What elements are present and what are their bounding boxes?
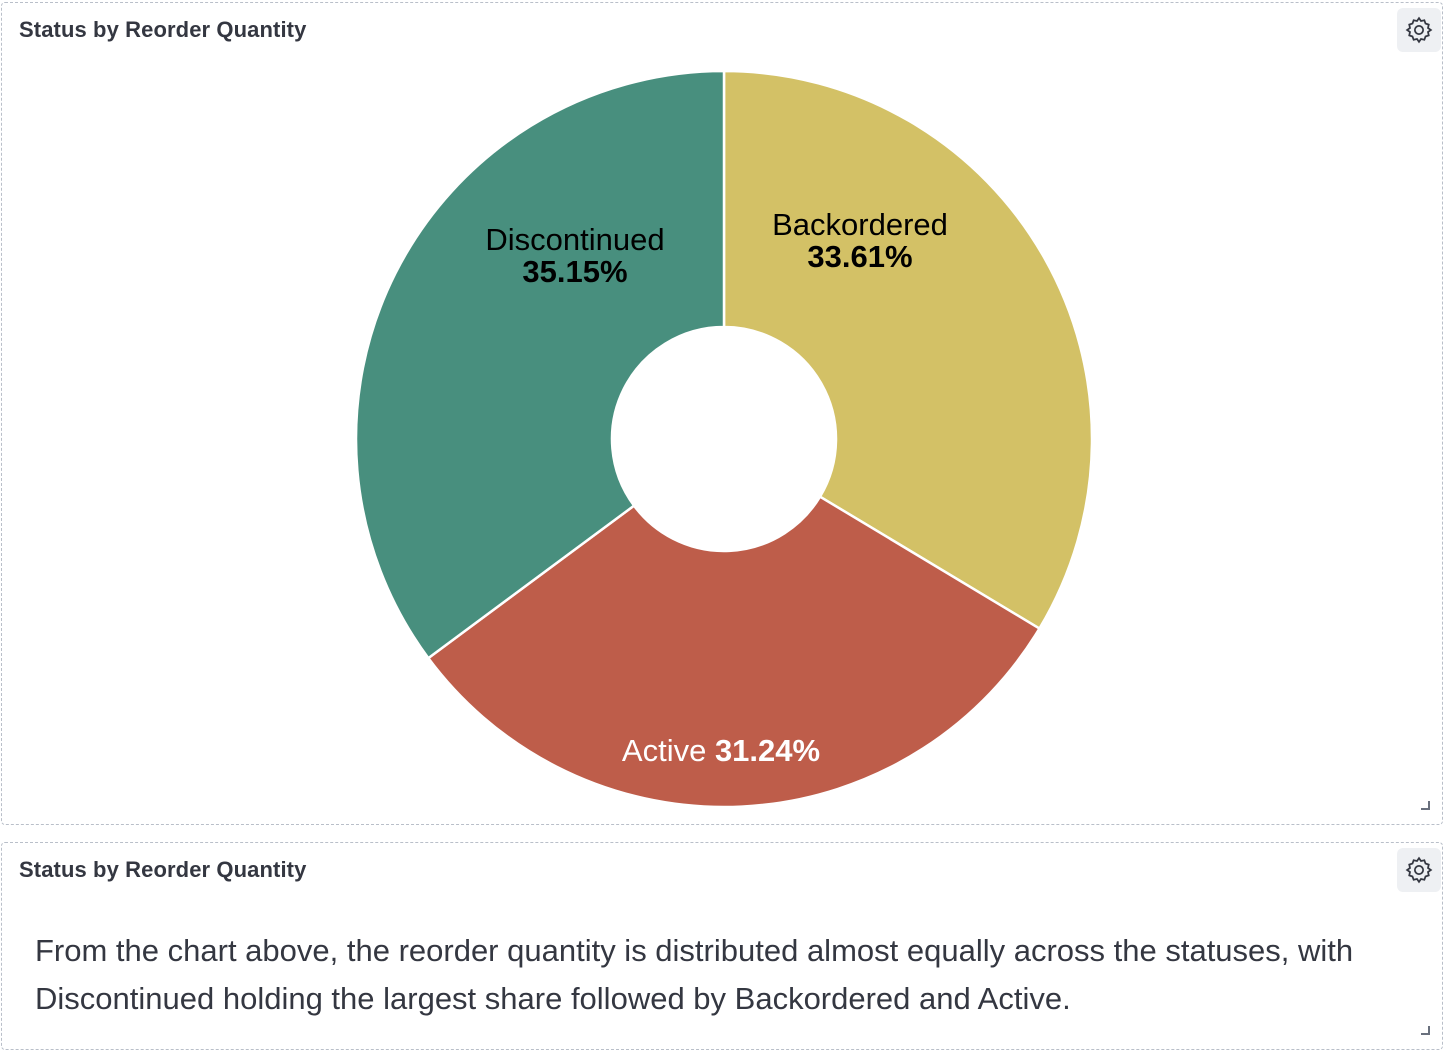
- panel-title: Status by Reorder Quantity: [19, 857, 307, 882]
- gear-icon: [1405, 856, 1433, 884]
- slice-label-backordered: Backordered 33.61%: [772, 207, 948, 274]
- slice-active[interactable]: [426, 494, 1042, 809]
- resize-handle[interactable]: [1421, 1026, 1430, 1035]
- panel-settings-button[interactable]: [1397, 8, 1441, 52]
- slice-discontinued[interactable]: [354, 69, 726, 660]
- slice-label-active: Active 31.24%: [622, 733, 820, 768]
- donut-chart: Backordered 33.61% Active 31.24% Discontinu…: [354, 69, 1094, 809]
- chart-panel: Status by Reorder Quantity Backordered 33…: [1, 2, 1443, 825]
- slice-label-discontinued: Discontinued 35.15%: [485, 222, 664, 289]
- panel-settings-button[interactable]: [1397, 848, 1441, 892]
- markdown-text: From the chart above, the reorder quanti…: [35, 933, 1354, 1016]
- panel-title: Status by Reorder Quantity: [19, 17, 307, 42]
- slice-backordered[interactable]: [722, 69, 1094, 631]
- resize-handle[interactable]: [1421, 801, 1430, 810]
- text-panel: Status by Reorder Quantity From the char…: [1, 842, 1443, 1050]
- gear-icon: [1405, 16, 1433, 44]
